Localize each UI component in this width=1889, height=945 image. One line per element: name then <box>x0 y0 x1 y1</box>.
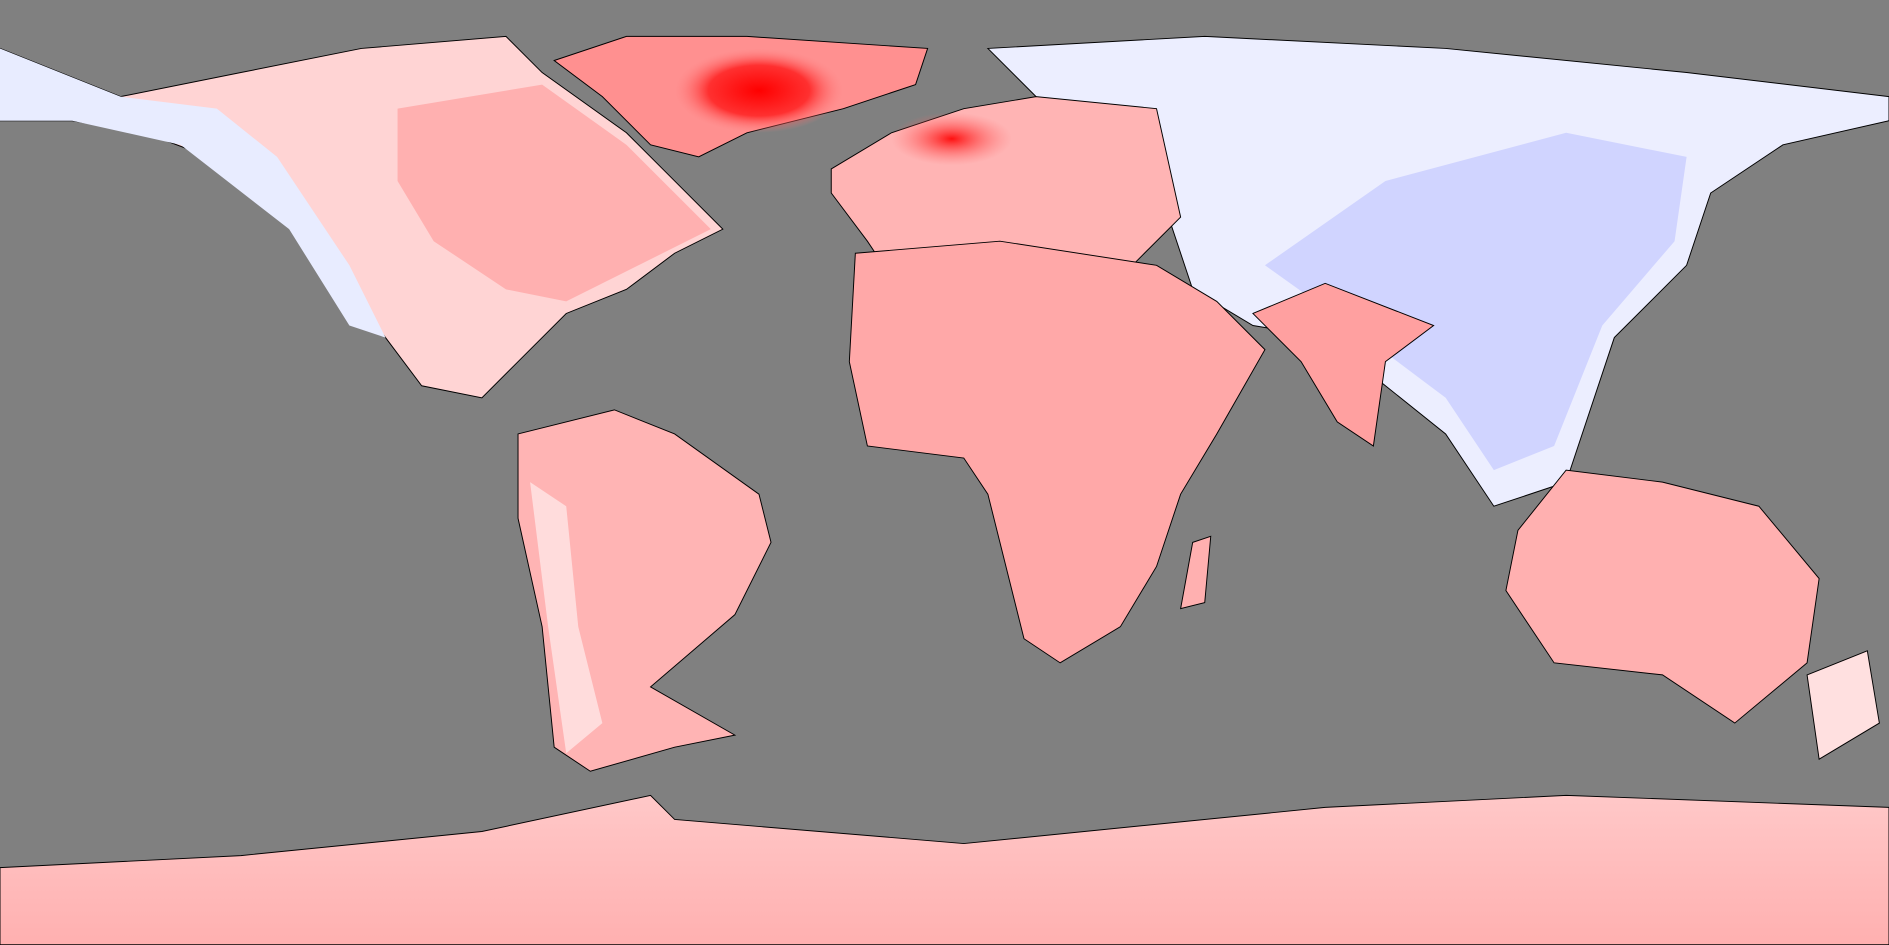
australia <box>1505 469 1820 724</box>
greenland-hotspot <box>674 48 844 133</box>
norway-hotspot <box>891 112 1012 166</box>
alaska-cool <box>0 48 386 338</box>
india <box>1252 282 1435 447</box>
africa <box>848 240 1266 664</box>
new-zealand <box>1806 650 1880 761</box>
madagascar <box>1180 535 1212 610</box>
asia-cool-core <box>1264 132 1687 471</box>
north-america-east <box>397 84 711 302</box>
andes-light <box>530 482 603 754</box>
